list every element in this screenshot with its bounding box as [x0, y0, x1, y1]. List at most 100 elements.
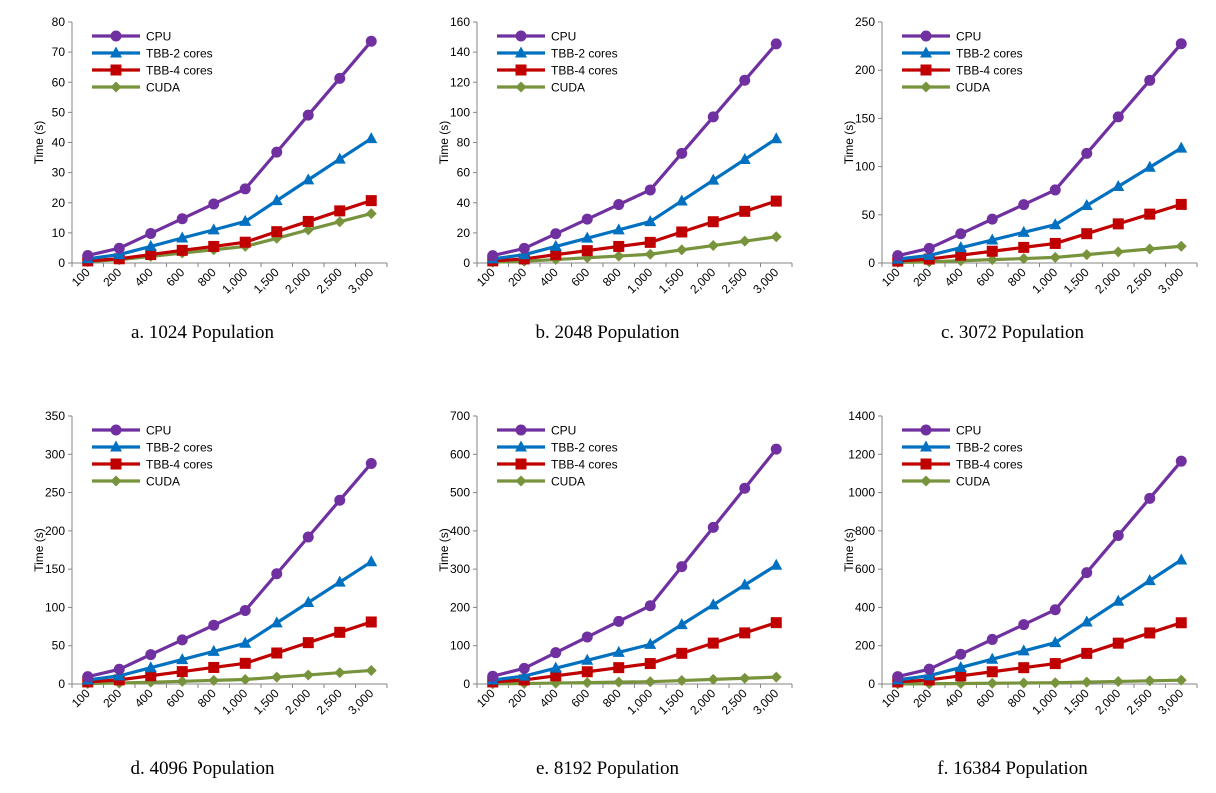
- data-point-cpu: [113, 663, 125, 675]
- data-point-tbb2: [954, 660, 967, 672]
- series-line-tbb2: [897, 146, 1183, 261]
- series-line-cpu: [492, 448, 778, 678]
- data-point-tbb2: [270, 616, 283, 628]
- data-point-tbb2: [333, 152, 346, 164]
- data-point-tbb2: [770, 132, 783, 144]
- x-tick-label: 3,000: [1155, 265, 1186, 296]
- legend-label-tbb2: TBB-2 cores: [146, 47, 213, 61]
- data-point-tbb2: [923, 248, 936, 260]
- x-tick-label: 800: [600, 265, 624, 289]
- data-point-tbb2: [239, 214, 252, 226]
- y-tick-label: 600: [855, 562, 875, 576]
- y-tick-label: 70: [52, 45, 66, 59]
- x-tick-label: 3,000: [345, 686, 376, 716]
- y-tick-label: 350: [45, 409, 65, 423]
- legend-marker-tbb4: [110, 64, 122, 76]
- data-point-tbb2: [581, 231, 594, 243]
- data-point-tbb4: [1049, 658, 1061, 670]
- data-point-cuda: [271, 671, 283, 683]
- y-tick-label: 140: [450, 45, 470, 59]
- y-tick-label: 300: [45, 447, 65, 461]
- data-point-cpu: [550, 228, 562, 240]
- chart-panel-c: 0 50 100 150 200 250 100 200 400 600 800 1,000 1,500…: [810, 0, 1215, 396]
- data-point-tbb2: [1175, 141, 1188, 153]
- legend-marker-cuda: [110, 475, 122, 487]
- data-point-tbb4: [365, 616, 377, 628]
- y-tick-label: 400: [450, 524, 470, 538]
- legend-marker-tbb2: [110, 440, 122, 452]
- x-tick-label: 2,000: [1092, 265, 1123, 296]
- data-point-tbb4: [365, 195, 377, 207]
- data-point-tbb2: [365, 132, 378, 144]
- data-point-cuda: [739, 672, 751, 684]
- data-point-tbb2: [549, 239, 562, 251]
- y-tick-label: 1400: [848, 409, 875, 423]
- legend-label-tbb2: TBB-2 cores: [956, 47, 1023, 61]
- chart-caption-b: b. 2048 Population: [535, 322, 680, 343]
- data-point-cpu: [271, 146, 283, 158]
- y-tick-label: 100: [45, 600, 65, 614]
- data-point-cuda: [707, 240, 719, 252]
- legend-label-cuda: CUDA: [956, 475, 990, 489]
- y-tick-label: 150: [45, 562, 65, 576]
- data-point-tbb4: [986, 666, 998, 678]
- line-chart-a: 0 10 20 30 40 50 60 70 80 100 200 400 600 800 1,000 1,5…: [32, 15, 388, 320]
- x-tick-label: 1,500: [251, 265, 282, 296]
- data-point-cpu: [1018, 619, 1030, 631]
- data-point-tbb2: [1049, 636, 1062, 648]
- y-tick-label: 60: [457, 166, 471, 180]
- data-point-tbb4: [1081, 647, 1093, 659]
- series-tbb2: [81, 132, 378, 264]
- x-tick-label: 1,500: [656, 265, 687, 296]
- x-tick-label: 3,000: [750, 686, 781, 716]
- data-point-tbb4: [1018, 662, 1030, 674]
- y-tick-label: 800: [855, 524, 875, 538]
- y-tick-label: 600: [450, 447, 470, 461]
- legend-marker-tbb4: [110, 458, 122, 470]
- data-point-tbb4: [707, 216, 719, 228]
- data-point-tbb4: [955, 670, 967, 682]
- legend-label-cpu: CPU: [146, 30, 171, 44]
- data-point-tbb2: [549, 661, 562, 673]
- data-point-tbb4: [1081, 228, 1093, 240]
- series-cpu: [892, 455, 1187, 683]
- data-point-tbb2: [1143, 160, 1156, 172]
- x-tick-label: 100: [69, 265, 93, 289]
- data-point-cpu: [986, 633, 998, 645]
- data-point-cpu: [739, 482, 751, 494]
- data-point-tbb4: [581, 666, 593, 678]
- legend: CPU TBB-2 cores TBB-4 cores CUDA: [497, 30, 618, 95]
- legend-label-tbb2: TBB-2 cores: [551, 47, 618, 61]
- legend-label-cpu: CPU: [551, 424, 576, 438]
- legend-marker-tbb2: [110, 46, 122, 58]
- series-line-tbb2: [492, 137, 778, 261]
- data-point-cpu: [986, 213, 998, 225]
- data-point-cuda: [1081, 676, 1093, 688]
- data-point-cpu: [302, 109, 314, 121]
- x-tick-label: 800: [1005, 265, 1029, 289]
- y-tick-label: 1000: [848, 486, 875, 500]
- x-tick-label: 100: [879, 686, 903, 710]
- x-tick-label: 2,500: [314, 686, 345, 716]
- data-point-tbb2: [1112, 179, 1125, 191]
- legend: CPU TBB-2 cores TBB-4 cores CUDA: [902, 30, 1023, 95]
- series-line-cuda: [492, 235, 777, 264]
- legend-label-tbb2: TBB-2 cores: [146, 441, 213, 455]
- y-tick-label: 200: [855, 639, 875, 653]
- data-point-tbb2: [707, 598, 720, 610]
- data-point-tbb4: [271, 226, 283, 238]
- data-point-cpu: [1112, 529, 1124, 541]
- series-line-cpu: [87, 462, 373, 679]
- y-tick-label: 60: [52, 75, 66, 89]
- data-point-tbb2: [270, 194, 283, 206]
- y-tick-label: 50: [52, 105, 66, 119]
- data-point-tbb2: [1080, 615, 1093, 627]
- series-line-cuda: [897, 678, 1182, 686]
- legend-label-cpu: CPU: [146, 424, 171, 438]
- y-axis-title: Time (s): [437, 121, 451, 165]
- data-point-cpu: [1175, 38, 1187, 50]
- series-tbb4: [82, 616, 377, 688]
- series-line-cuda: [87, 212, 372, 264]
- data-point-tbb4: [302, 215, 314, 227]
- legend-marker-cpu: [920, 30, 932, 42]
